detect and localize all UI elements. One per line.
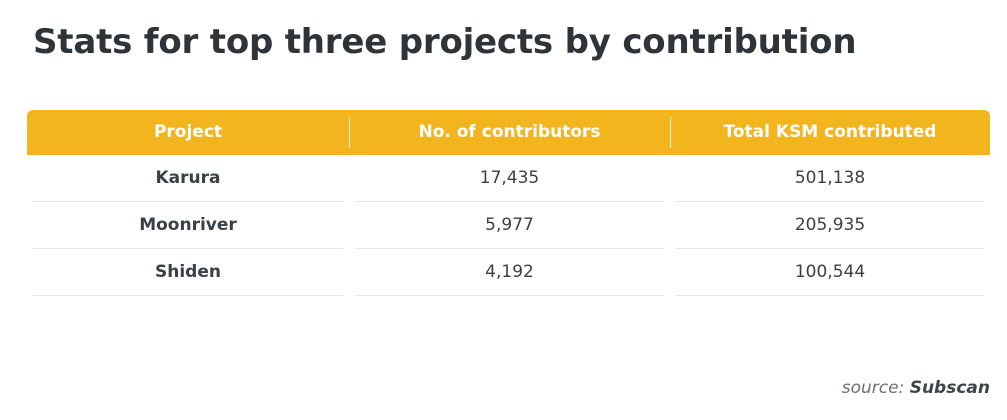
column-header-total-ksm[interactable]: Total KSM contributed	[670, 110, 990, 155]
project-cell: Karura	[27, 155, 349, 202]
column-header-contributors[interactable]: No. of contributors	[349, 110, 670, 155]
contributors-cell: 5,977	[349, 202, 670, 249]
total-ksm-cell: 501,138	[670, 155, 990, 202]
total-ksm-cell: 100,544	[670, 249, 990, 296]
page-title: Stats for top three projects by contribu…	[33, 22, 857, 62]
project-cell: Moonriver	[27, 202, 349, 249]
total-ksm-cell: 205,935	[670, 202, 990, 249]
table-header-row: Project No. of contributors Total KSM co…	[27, 110, 990, 155]
project-cell: Shiden	[27, 249, 349, 296]
table-row: Moonriver 5,977 205,935	[27, 202, 990, 249]
column-header-project[interactable]: Project	[153, 122, 223, 142]
source-attribution: source: Subscan	[842, 378, 990, 398]
stats-table: Project No. of contributors Total KSM co…	[27, 110, 990, 296]
table-row: Karura 17,435 501,138	[27, 155, 990, 202]
source-prefix: source:	[841, 378, 905, 398]
contributors-cell: 4,192	[349, 249, 670, 296]
contributors-cell: 17,435	[349, 155, 670, 202]
source-name: Subscan	[909, 378, 990, 398]
table-row: Shiden 4,192 100,544	[27, 249, 990, 296]
